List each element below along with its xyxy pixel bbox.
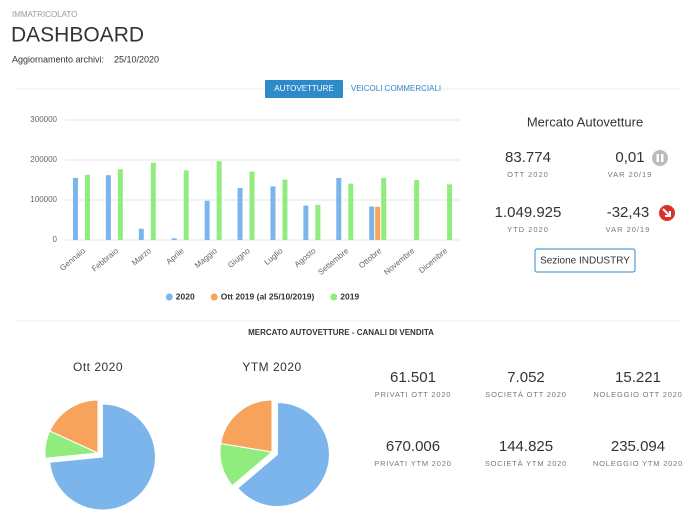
bar — [303, 205, 309, 240]
legend-marker — [210, 293, 218, 301]
pie-slice — [49, 403, 156, 511]
stat-value: 61.501 — [390, 369, 436, 386]
legend-label: 2019 — [340, 291, 359, 301]
bar — [369, 206, 375, 240]
y-tick-label: 300000 — [30, 115, 57, 124]
x-tick-label: Giugno — [226, 246, 252, 270]
stat-value: 235.094 — [611, 438, 665, 455]
x-tick-label: Gennaio — [58, 246, 87, 273]
bar — [375, 206, 381, 240]
bar — [282, 179, 288, 240]
pie-slice — [49, 399, 99, 454]
stat-label: OTT 2020 — [507, 170, 549, 179]
neutral-icon — [661, 154, 664, 162]
x-tick-label: Settembre — [316, 246, 350, 277]
bar — [150, 162, 156, 240]
legend-marker — [330, 293, 338, 301]
neutral-icon — [652, 150, 668, 166]
page-title: DASHBOARD — [11, 24, 144, 47]
stat-value: 83.774 — [505, 149, 551, 166]
industry-button[interactable] — [534, 248, 636, 273]
x-tick-label: Agosto — [293, 246, 318, 269]
y-tick-label: 200000 — [30, 155, 57, 164]
bar — [183, 170, 189, 240]
stat-label: NOLEGGIO OTT 2020 — [593, 390, 682, 399]
stat-value: 15.221 — [615, 369, 661, 386]
update-label: Aggiornamento archivi: — [12, 54, 104, 64]
stat-label: PRIVATI YTM 2020 — [374, 459, 451, 468]
bar — [315, 204, 321, 240]
y-tick-label: 100000 — [30, 195, 57, 204]
panel-title: Mercato Autovetture — [527, 114, 643, 129]
bar — [270, 186, 276, 240]
x-tick-label: Novembre — [382, 246, 416, 277]
tab[interactable]: AUTOVETTURE — [274, 84, 333, 93]
pie-slice — [220, 399, 273, 453]
stat-label: VAR 20/19 — [606, 225, 651, 234]
tab-active[interactable] — [265, 80, 343, 98]
stat-label: SOCIETÀ OTT 2020 — [485, 390, 566, 399]
stat-value: 670.006 — [386, 438, 440, 455]
stat-label: PRIVATI OTT 2020 — [375, 390, 452, 399]
bar — [348, 183, 354, 240]
x-tick-label: Aprile — [164, 246, 186, 266]
bar — [204, 200, 210, 240]
bar — [381, 178, 387, 240]
legend-marker — [165, 293, 173, 301]
update-date: 25/10/2020 — [114, 54, 159, 64]
x-tick-label: Ottobre — [357, 246, 384, 270]
bar — [138, 228, 144, 240]
neutral-icon — [656, 154, 659, 162]
x-tick-label: Marzo — [130, 246, 153, 268]
x-tick-label: Dicembre — [417, 246, 449, 275]
pie-title: Ott 2020 — [73, 360, 123, 374]
stat-value: -32,43 — [607, 204, 650, 221]
industry-button-label[interactable]: Sezione INDUSTRY — [540, 256, 630, 267]
x-tick-label: Maggio — [193, 246, 219, 270]
x-tick-label: Febbraio — [90, 246, 120, 274]
section-title: MERCATO AUTOVETTURE - CANALI DI VENDITA — [248, 328, 434, 337]
legend-label: Ott 2019 (al 25/10/2019) — [221, 291, 315, 301]
stat-label: NOLEGGIO YTM 2020 — [593, 459, 682, 468]
stat-value: 144.825 — [499, 438, 553, 455]
bar — [237, 188, 243, 240]
pie-slice — [237, 402, 330, 507]
x-tick-label: Luglio — [262, 246, 285, 267]
stat-value: 1.049.925 — [495, 204, 562, 221]
bar — [84, 174, 90, 240]
stat-label: YTD 2020 — [507, 225, 549, 234]
bar — [414, 180, 420, 240]
bar — [72, 178, 78, 240]
pie-title: YTM 2020 — [242, 360, 301, 374]
bar — [117, 169, 123, 240]
bar — [249, 171, 255, 240]
stat-label: VAR 20/19 — [608, 170, 653, 179]
bar — [336, 178, 342, 240]
bar — [216, 161, 222, 240]
legend-label: 2020 — [176, 291, 195, 301]
stat-label: SOCIETÀ YTM 2020 — [485, 459, 567, 468]
stat-value: 0,01 — [615, 149, 644, 166]
y-tick-label: 0 — [53, 235, 58, 244]
tab[interactable]: VEICOLI COMMERCIALI — [351, 84, 441, 93]
stat-value: 7.052 — [507, 369, 545, 386]
down-icon — [662, 208, 671, 217]
bar — [447, 184, 453, 240]
bar — [171, 238, 177, 240]
bar — [105, 175, 111, 240]
overline: IMMATRICOLATO — [12, 10, 77, 19]
